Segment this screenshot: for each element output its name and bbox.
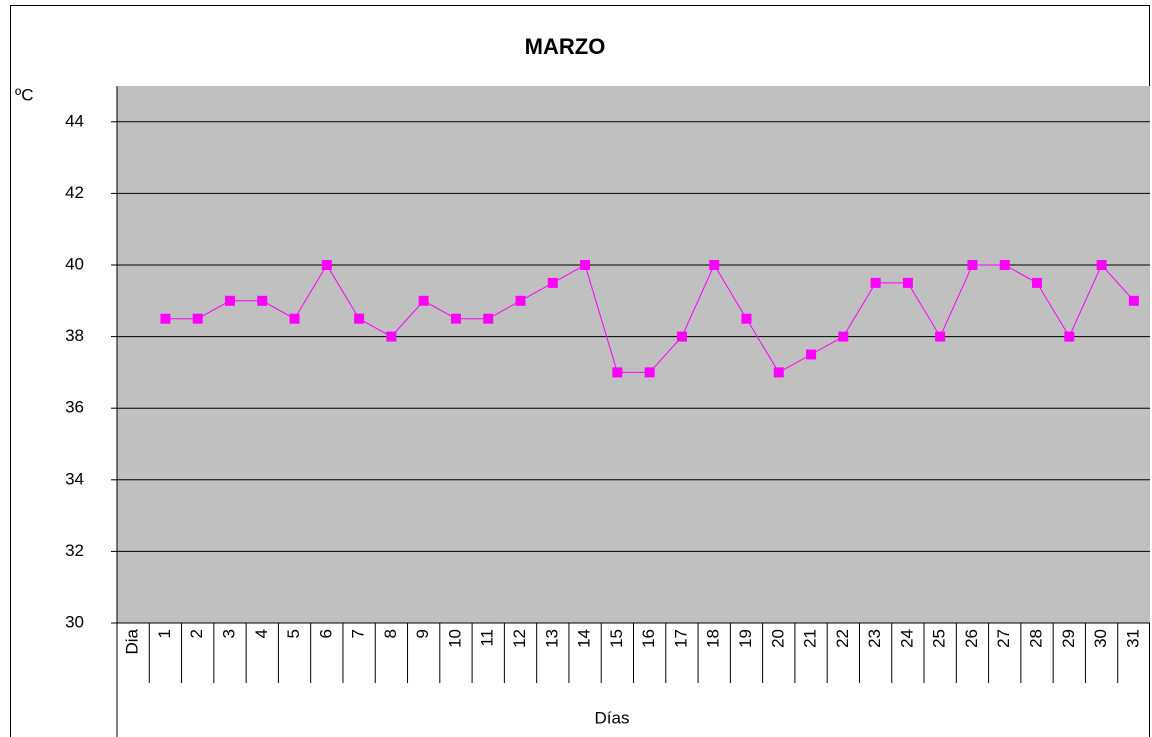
point-marker [450, 313, 461, 324]
point-marker [386, 331, 397, 342]
point-marker [321, 260, 332, 270]
x-tick-label: 2 [187, 629, 206, 638]
point-marker [580, 260, 591, 270]
chart-title: MARZO [525, 34, 606, 59]
x-tick-label: 26 [962, 629, 981, 648]
x-tick-label: 10 [445, 629, 464, 648]
x-tick-label: 17 [671, 629, 690, 648]
x-tick-label: 12 [510, 629, 529, 648]
point-marker [192, 313, 203, 324]
x-tick-label: 27 [994, 629, 1013, 648]
point-marker [935, 331, 946, 342]
point-marker [257, 295, 268, 306]
x-tick-label: 31 [1123, 629, 1142, 648]
x-axis-label: Días [595, 708, 630, 727]
x-tick-label: 22 [833, 629, 852, 648]
x-tick-label: 4 [252, 629, 271, 638]
point-marker [838, 331, 849, 342]
point-marker [967, 260, 978, 270]
point-marker [741, 313, 752, 324]
y-tick-label: 30 [65, 612, 84, 631]
x-tick-label: 14 [575, 629, 594, 648]
y-tick-label: 32 [65, 541, 84, 560]
point-marker [709, 260, 720, 270]
x-tick-label: 25 [930, 629, 949, 648]
x-tick-label: 20 [768, 629, 787, 648]
y-tick-label: 36 [65, 398, 84, 417]
x-tick-label: 23 [865, 629, 884, 648]
point-marker [806, 349, 817, 360]
point-marker [1096, 260, 1107, 270]
point-marker [1032, 277, 1043, 288]
point-marker [547, 277, 558, 288]
point-marker [515, 295, 526, 306]
x-tick-label: 7 [349, 629, 368, 638]
point-marker [160, 313, 171, 324]
y-axis-label: ºC [15, 85, 34, 104]
x-tick-label: 16 [639, 629, 658, 648]
point-marker [1064, 331, 1075, 342]
x-tick-label: 5 [284, 629, 303, 638]
point-marker [773, 367, 784, 378]
point-marker [870, 277, 881, 288]
y-tick-label: 42 [65, 183, 84, 202]
plot-area [117, 86, 1150, 623]
x-tick-label: 11 [478, 629, 497, 647]
x-tick-label: 24 [897, 629, 916, 648]
point-marker [902, 277, 913, 288]
x-tick-label: Dia [123, 628, 142, 654]
x-tick-label: 18 [704, 629, 723, 648]
x-tick-label: 1 [155, 629, 174, 638]
point-marker [354, 313, 365, 324]
x-tick-label: 15 [607, 629, 626, 648]
point-marker [418, 295, 429, 306]
x-tick-label: 21 [801, 629, 820, 648]
point-marker [999, 260, 1010, 270]
point-marker [644, 367, 655, 378]
x-tick-label: 19 [736, 629, 755, 648]
point-marker [224, 295, 235, 306]
y-tick-label: 34 [65, 469, 84, 488]
x-tick-label: 9 [413, 629, 432, 638]
y-tick-label: 38 [65, 326, 84, 345]
x-tick-label: 8 [381, 629, 400, 638]
x-tick-label: 28 [1027, 629, 1046, 648]
point-marker [676, 331, 687, 342]
point-marker [612, 367, 623, 378]
point-marker [289, 313, 300, 324]
x-tick-label: 29 [1059, 629, 1078, 648]
x-tick-label: 13 [542, 629, 561, 648]
point-marker [483, 313, 494, 324]
y-tick-label: 40 [65, 254, 84, 273]
x-tick-label: 30 [1091, 629, 1110, 648]
x-tick-label: 3 [219, 629, 238, 638]
x-tick-label: 6 [316, 629, 335, 638]
point-marker [1128, 295, 1139, 306]
y-tick-label: 44 [65, 111, 84, 130]
